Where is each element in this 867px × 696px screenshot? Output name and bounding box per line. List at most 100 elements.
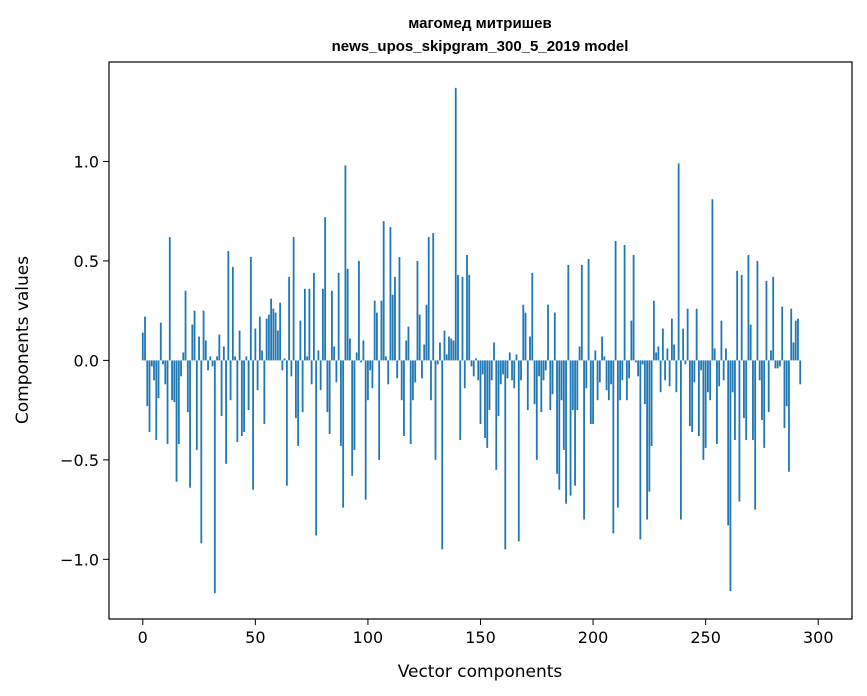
x-axis-label: Vector components bbox=[398, 662, 563, 682]
bar bbox=[709, 360, 712, 401]
bar bbox=[229, 360, 232, 401]
bar bbox=[727, 360, 730, 526]
bar bbox=[281, 360, 284, 371]
bar bbox=[457, 274, 459, 361]
y-tick-label: 0.0 bbox=[74, 351, 99, 370]
bar bbox=[321, 288, 324, 361]
bar bbox=[603, 356, 606, 361]
bar bbox=[198, 336, 200, 361]
bar bbox=[562, 360, 565, 450]
bar bbox=[556, 360, 558, 474]
bar bbox=[531, 272, 534, 361]
bar bbox=[747, 254, 750, 361]
bar bbox=[225, 360, 227, 464]
bar bbox=[288, 276, 291, 361]
bar bbox=[333, 346, 336, 361]
bar bbox=[792, 342, 795, 361]
bar bbox=[799, 360, 802, 385]
bar bbox=[162, 360, 164, 365]
bar bbox=[394, 276, 396, 361]
bar bbox=[448, 336, 450, 361]
bar bbox=[529, 336, 531, 361]
bar bbox=[364, 360, 367, 500]
bar bbox=[785, 360, 788, 407]
bar bbox=[403, 360, 405, 436]
bar bbox=[587, 258, 590, 361]
bar bbox=[387, 360, 390, 385]
bar bbox=[299, 320, 302, 361]
bar bbox=[373, 300, 376, 361]
bar bbox=[317, 350, 320, 361]
bar bbox=[173, 360, 176, 403]
bar bbox=[605, 360, 608, 391]
bar bbox=[396, 360, 399, 379]
bar bbox=[677, 163, 680, 361]
bar bbox=[743, 360, 745, 419]
bar bbox=[439, 342, 441, 361]
bar bbox=[502, 360, 504, 375]
bar bbox=[452, 340, 455, 361]
bar bbox=[506, 360, 509, 379]
bar bbox=[171, 360, 173, 401]
x-tick-label: 250 bbox=[690, 628, 721, 647]
bar bbox=[686, 308, 689, 361]
bar bbox=[340, 360, 342, 446]
bar bbox=[702, 360, 705, 460]
bar bbox=[240, 360, 243, 436]
bar bbox=[607, 360, 610, 401]
bar bbox=[508, 352, 511, 361]
bar bbox=[238, 330, 241, 361]
bar bbox=[571, 360, 574, 411]
bar bbox=[601, 336, 603, 361]
bar bbox=[486, 360, 489, 448]
bar bbox=[765, 280, 768, 361]
bar bbox=[565, 360, 567, 504]
bar bbox=[236, 360, 239, 442]
bar bbox=[222, 346, 225, 361]
bar bbox=[301, 360, 304, 413]
bar bbox=[700, 360, 703, 371]
bar bbox=[297, 360, 300, 446]
bar bbox=[407, 326, 410, 361]
bar bbox=[698, 360, 700, 436]
bar bbox=[790, 308, 793, 361]
bar bbox=[189, 360, 191, 488]
bar bbox=[594, 350, 597, 361]
bar bbox=[578, 346, 581, 361]
plot-frame bbox=[108, 61, 853, 620]
bar bbox=[648, 360, 651, 492]
bar bbox=[227, 250, 230, 361]
bar bbox=[475, 358, 477, 361]
bar bbox=[416, 260, 419, 361]
bar bbox=[758, 360, 761, 381]
bar bbox=[353, 360, 356, 450]
bar bbox=[267, 314, 270, 361]
bar bbox=[141, 332, 144, 361]
bar bbox=[380, 300, 383, 361]
x-tick-label: 150 bbox=[465, 628, 496, 647]
bar bbox=[666, 348, 669, 361]
bar bbox=[177, 360, 180, 444]
bar bbox=[731, 360, 734, 393]
bar bbox=[463, 360, 466, 389]
bar bbox=[729, 360, 732, 592]
bar bbox=[484, 360, 486, 438]
bar bbox=[342, 360, 345, 508]
bar bbox=[625, 360, 628, 401]
bar bbox=[184, 290, 187, 361]
bar bbox=[319, 360, 322, 391]
bar bbox=[637, 360, 640, 377]
bar bbox=[351, 360, 354, 476]
bar bbox=[713, 348, 716, 361]
bar bbox=[553, 312, 556, 361]
bar bbox=[468, 274, 471, 361]
x-axis-ticks: 0 50 100 150 200 250 300 bbox=[138, 619, 834, 647]
bar bbox=[643, 360, 646, 405]
bar bbox=[477, 360, 480, 381]
bar bbox=[418, 314, 421, 361]
bar bbox=[443, 330, 446, 361]
bar bbox=[218, 334, 221, 361]
bar bbox=[430, 360, 432, 401]
bar bbox=[598, 360, 601, 383]
bar bbox=[261, 350, 263, 361]
